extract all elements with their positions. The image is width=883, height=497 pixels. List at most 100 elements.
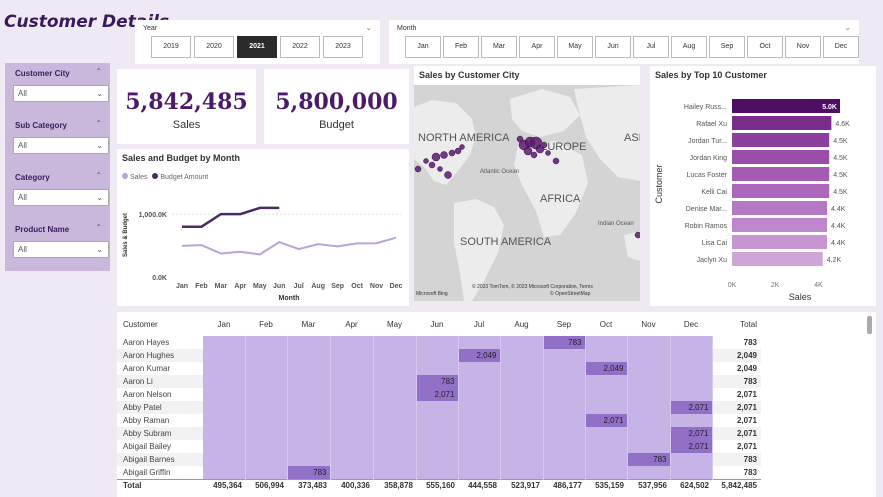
matrix-cell (373, 388, 417, 401)
year-button-2022[interactable]: 2022 (280, 36, 320, 58)
table-row[interactable]: Abigail Barnes 783 783 (117, 453, 761, 466)
month-button-feb[interactable]: Feb (443, 36, 479, 58)
chevron-up-icon[interactable]: ⌃ (95, 67, 102, 76)
matrix-cell (458, 388, 501, 401)
matrix-cell (500, 414, 544, 427)
category-dropdown[interactable]: All ⌄ (13, 189, 109, 206)
table-row[interactable]: Aaron Hughes 2,049 2,049 (117, 349, 761, 362)
year-button-2019[interactable]: 2019 (151, 36, 191, 58)
column-header[interactable]: Total (740, 319, 757, 329)
matrix-cell: 2,071 (416, 388, 459, 401)
table-row[interactable]: Abigail Griffin 783 783 (117, 466, 761, 479)
column-header[interactable]: Jun (430, 319, 444, 329)
matrix-cell (458, 466, 501, 479)
table-row[interactable]: Abigail Bailey 2,071 2,071 (117, 440, 761, 453)
month-button-jun[interactable]: Jun (595, 36, 631, 58)
series-line-sales[interactable] (181, 236, 397, 256)
column-header[interactable]: Dec (683, 319, 699, 329)
matrix-cell: 2,071 (670, 440, 713, 453)
column-header[interactable]: Sep (556, 319, 572, 329)
table-row[interactable]: Aaron Hayes 783 783 (117, 336, 761, 349)
bar[interactable] (732, 116, 832, 130)
column-header[interactable]: Nov (641, 319, 656, 329)
matrix-cell (585, 440, 628, 453)
customer-city-dropdown[interactable]: All ⌄ (13, 85, 109, 102)
year-button-2020[interactable]: 2020 (194, 36, 234, 58)
sub-category-dropdown[interactable]: All ⌄ (13, 137, 109, 154)
year-button-2023[interactable]: 2023 (323, 36, 363, 58)
matrix-cell (330, 414, 374, 427)
matrix-cell (670, 453, 713, 466)
month-button-mar[interactable]: Mar (481, 36, 517, 58)
table-row[interactable]: Abby Patel 2,071 2,071 (117, 401, 761, 414)
matrix-cell (500, 427, 544, 440)
bar-data-label: 4.4K (831, 240, 846, 247)
column-header[interactable]: Customer (123, 319, 158, 329)
table-row[interactable]: Abby Subram 2,071 2,071 (117, 427, 761, 440)
month-button-aug[interactable]: Aug (671, 36, 707, 58)
filter-label: Category (15, 173, 50, 182)
column-header[interactable]: Mar (301, 319, 316, 329)
matrix-cell (670, 349, 713, 362)
product-name-dropdown[interactable]: All ⌄ (13, 241, 109, 258)
row-total: 783 (743, 455, 757, 464)
month-button-sep[interactable]: Sep (709, 36, 745, 58)
matrix-cell (543, 388, 586, 401)
column-header[interactable]: Apr (345, 319, 358, 329)
month-button-jan[interactable]: Jan (405, 36, 441, 58)
matrix-cell (287, 440, 331, 453)
year-button-2021[interactable]: 2021 (237, 36, 277, 58)
chevron-down-icon[interactable]: ⌄ (844, 23, 851, 32)
bar[interactable] (732, 150, 830, 164)
bar[interactable] (732, 252, 823, 266)
table-row[interactable]: Aaron Kumar 2,049 2,049 (117, 362, 761, 375)
bar[interactable] (732, 235, 828, 249)
matrix-cell (627, 466, 671, 479)
chevron-up-icon[interactable]: ⌃ (95, 119, 102, 128)
bar[interactable] (732, 99, 840, 113)
map-attribution[interactable]: © 2023 TomTom, © 2023 Microsoft Corporat… (472, 283, 593, 290)
month-button-jul[interactable]: Jul (633, 36, 669, 58)
chevron-down-icon[interactable]: ⌄ (365, 23, 372, 32)
column-header[interactable]: Aug (514, 319, 529, 329)
bar-data-label: 4.5K (833, 189, 848, 196)
matrix-cell (458, 375, 501, 388)
series-line-budget[interactable] (182, 206, 280, 228)
month-button-dec[interactable]: Dec (823, 36, 859, 58)
bar[interactable] (732, 201, 828, 215)
matrix-cell (500, 401, 544, 414)
month-button-may[interactable]: May (557, 36, 593, 58)
month-button-nov[interactable]: Nov (785, 36, 821, 58)
bar[interactable] (732, 218, 828, 232)
matrix-cell (373, 414, 417, 427)
filter-panel: Customer City ⌃ All ⌄ Sub Category ⌃ All ⌄… (5, 63, 110, 271)
row-total: 2,071 (736, 429, 757, 438)
matrix-cell (287, 401, 331, 414)
chevron-up-icon[interactable]: ⌃ (95, 171, 102, 180)
matrix-cell (585, 401, 628, 414)
y-axis-title: Customer (654, 164, 664, 203)
city-bubbles[interactable] (414, 135, 640, 239)
column-header[interactable]: May (386, 319, 403, 329)
bar[interactable] (732, 184, 830, 198)
column-header[interactable]: Oct (599, 319, 613, 329)
month-button-oct[interactable]: Oct (747, 36, 783, 58)
month-button-apr[interactable]: Apr (519, 36, 555, 58)
matrix-cell (245, 466, 288, 479)
map-label: Atlantic Ocean (480, 169, 519, 175)
map-attribution-osm[interactable]: © OpenStreetMap (550, 290, 591, 297)
x-tick-label: Mar (215, 283, 228, 290)
world-map[interactable]: NORTH AMERICA EUROPE AFRICA SOUTH AMERIC… (414, 85, 640, 301)
column-header[interactable]: Jan (217, 319, 231, 329)
column-header[interactable]: Jul (473, 319, 485, 329)
column-header[interactable]: Feb (259, 319, 273, 329)
scrollbar[interactable] (867, 316, 872, 334)
table-row[interactable]: Abby Raman 2,071 2,071 (117, 414, 761, 427)
bar[interactable] (732, 167, 830, 181)
bar[interactable] (732, 133, 830, 147)
chart-title: Sales and Budget by Month (122, 153, 241, 163)
column-total: 537,956 (638, 481, 667, 491)
chevron-up-icon[interactable]: ⌃ (95, 223, 102, 232)
table-row[interactable]: Aaron Nelson 2,071 2,071 (117, 388, 761, 401)
table-row[interactable]: Aaron Li 783 783 (117, 375, 761, 388)
